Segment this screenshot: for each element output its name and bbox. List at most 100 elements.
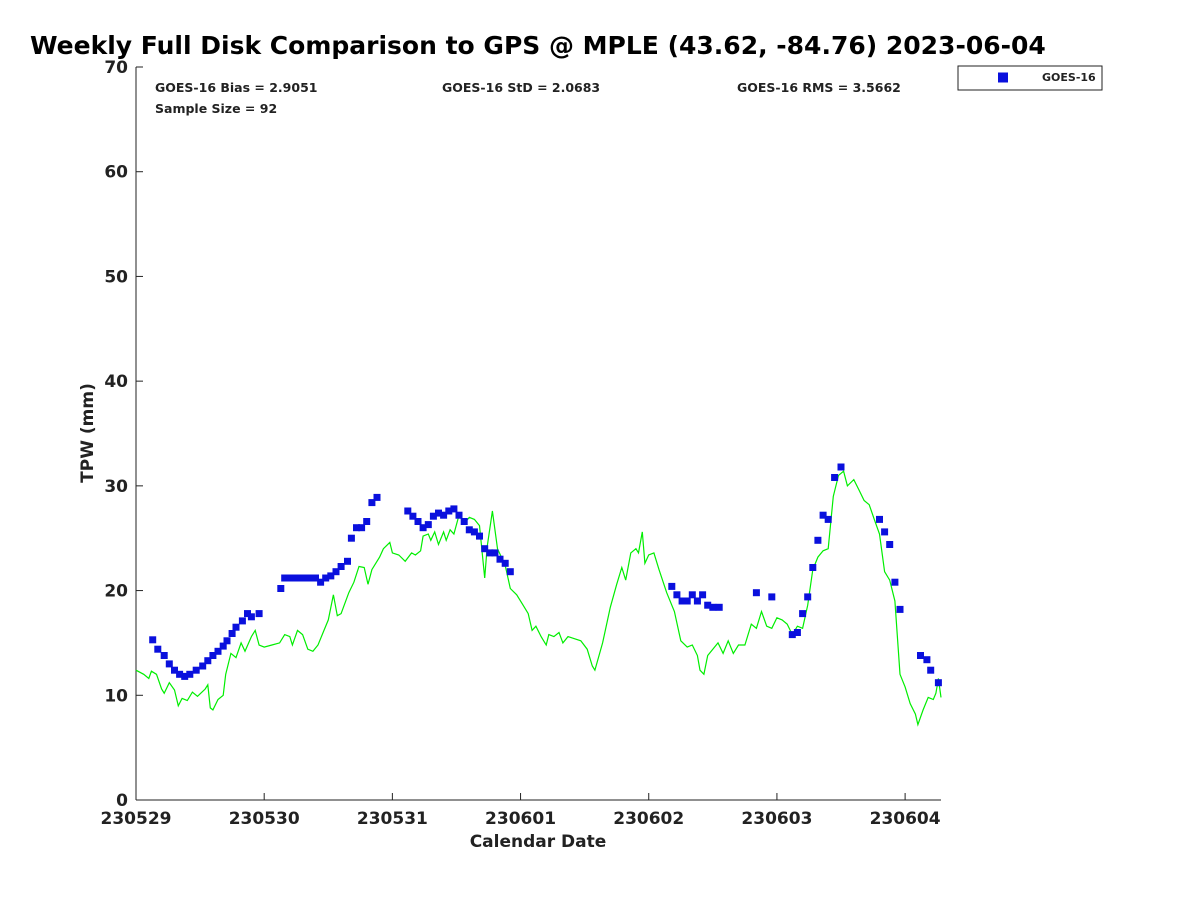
y-tick-label: 60 [104, 163, 128, 183]
goes16-point [247, 613, 255, 621]
goes16-point [308, 574, 316, 582]
goes16-point [814, 536, 822, 544]
goes16-point [896, 605, 904, 613]
goes16-point [450, 505, 458, 513]
goes16-point [476, 532, 483, 540]
goes16-point [373, 493, 381, 501]
goes16-point [192, 666, 200, 674]
goes-series-layer [149, 463, 942, 687]
goes16-point [358, 524, 366, 532]
goes16-point [228, 630, 236, 637]
x-tick-label: 230531 [357, 809, 428, 829]
goes16-point [238, 617, 246, 625]
goes16-point [891, 578, 899, 586]
stat-std: GOES-16 StD = 2.0683 [442, 80, 600, 95]
goes16-point [327, 572, 335, 580]
goes16-point [292, 574, 300, 582]
goes16-point [481, 545, 489, 553]
goes16-point [281, 574, 289, 582]
goes16-point [409, 512, 417, 520]
goes16-point [255, 610, 263, 618]
goes16-point [824, 515, 832, 523]
goes16-point [149, 636, 157, 644]
goes16-point [165, 660, 173, 668]
goes16-point [337, 563, 345, 570]
y-tick-label: 70 [104, 58, 128, 78]
goes16-point [819, 511, 827, 519]
goes16-point [219, 642, 227, 650]
goes16-point [404, 507, 412, 515]
goes16-point [693, 597, 701, 605]
goes16-point [491, 549, 499, 557]
goes16-point [154, 645, 162, 653]
goes16-point [435, 509, 442, 517]
goes16-point [704, 601, 712, 609]
x-axis-label: Calendar Date [470, 832, 607, 852]
goes16-point [804, 593, 812, 601]
goes16-point [668, 582, 676, 590]
goes16-point [204, 657, 212, 665]
goes16-point [501, 559, 509, 567]
goes16-point [160, 652, 168, 659]
stat-sample-size: Sample Size = 92 [155, 101, 277, 116]
goes16-point [322, 574, 330, 582]
goes16-point [506, 568, 514, 576]
goes16-point [223, 637, 231, 645]
goes16-point [277, 585, 285, 592]
goes16-point [934, 679, 942, 687]
goes16-point [837, 463, 845, 471]
goes16-point [414, 518, 422, 525]
y-axis-label: TPW (mm) [78, 383, 98, 483]
goes16-point [809, 564, 817, 571]
goes16-point [678, 597, 686, 605]
goes16-point [368, 499, 376, 507]
goes16-point [312, 574, 319, 582]
stat-bias: GOES-16 Bias = 2.9051 [155, 80, 317, 95]
goes16-point [186, 670, 194, 678]
goes16-point [424, 521, 432, 529]
x-tick-label: 230602 [613, 809, 684, 829]
goes16-point [445, 507, 453, 515]
goes16-point [455, 511, 463, 519]
goes16-point [171, 666, 178, 674]
y-tick-label: 10 [104, 686, 128, 706]
stat-rms: GOES-16 RMS = 3.5662 [737, 80, 901, 95]
goes16-point [429, 512, 437, 520]
goes16-point [683, 597, 691, 605]
goes16-point [715, 603, 723, 611]
gps-series-layer [135, 470, 942, 727]
goes16-point [788, 631, 796, 639]
goes16-point [286, 574, 294, 582]
goes16-point [768, 593, 776, 601]
y-tick-label: 30 [104, 477, 128, 497]
legend: GOES-16 [957, 65, 1103, 91]
goes16-point [881, 528, 889, 536]
y-tick-label: 40 [104, 372, 128, 392]
goes16-point [752, 589, 760, 597]
axes-layer: 0 10 20 30 40 50 60 70 230529 230530 230531 230601 2… [101, 58, 941, 829]
goes16-point [347, 534, 355, 542]
goes16-point [317, 578, 325, 586]
goes16-point [465, 526, 473, 534]
goes16-point [440, 511, 448, 519]
goes16-point [232, 623, 240, 631]
x-tick-label: 230601 [485, 809, 556, 829]
legend-marker [998, 72, 1008, 83]
goes16-point [673, 591, 681, 599]
goes16-point [486, 549, 494, 557]
x-tick-label: 230604 [870, 809, 941, 829]
goes16-point [496, 555, 504, 563]
chart-title: Weekly Full Disk Comparison to GPS @ MPL… [30, 31, 1046, 60]
goes16-point [799, 610, 807, 618]
goes16-point [876, 515, 883, 523]
goes16-point [244, 610, 251, 618]
y-tick-label: 20 [104, 582, 128, 602]
goes16-point [303, 574, 310, 582]
goes16-point [709, 603, 717, 611]
legend-label: GOES-16 [1042, 71, 1096, 84]
goes16-point [831, 474, 839, 481]
goes16-point [917, 652, 924, 659]
goes16-point [886, 541, 894, 548]
goes16-point [793, 629, 801, 636]
